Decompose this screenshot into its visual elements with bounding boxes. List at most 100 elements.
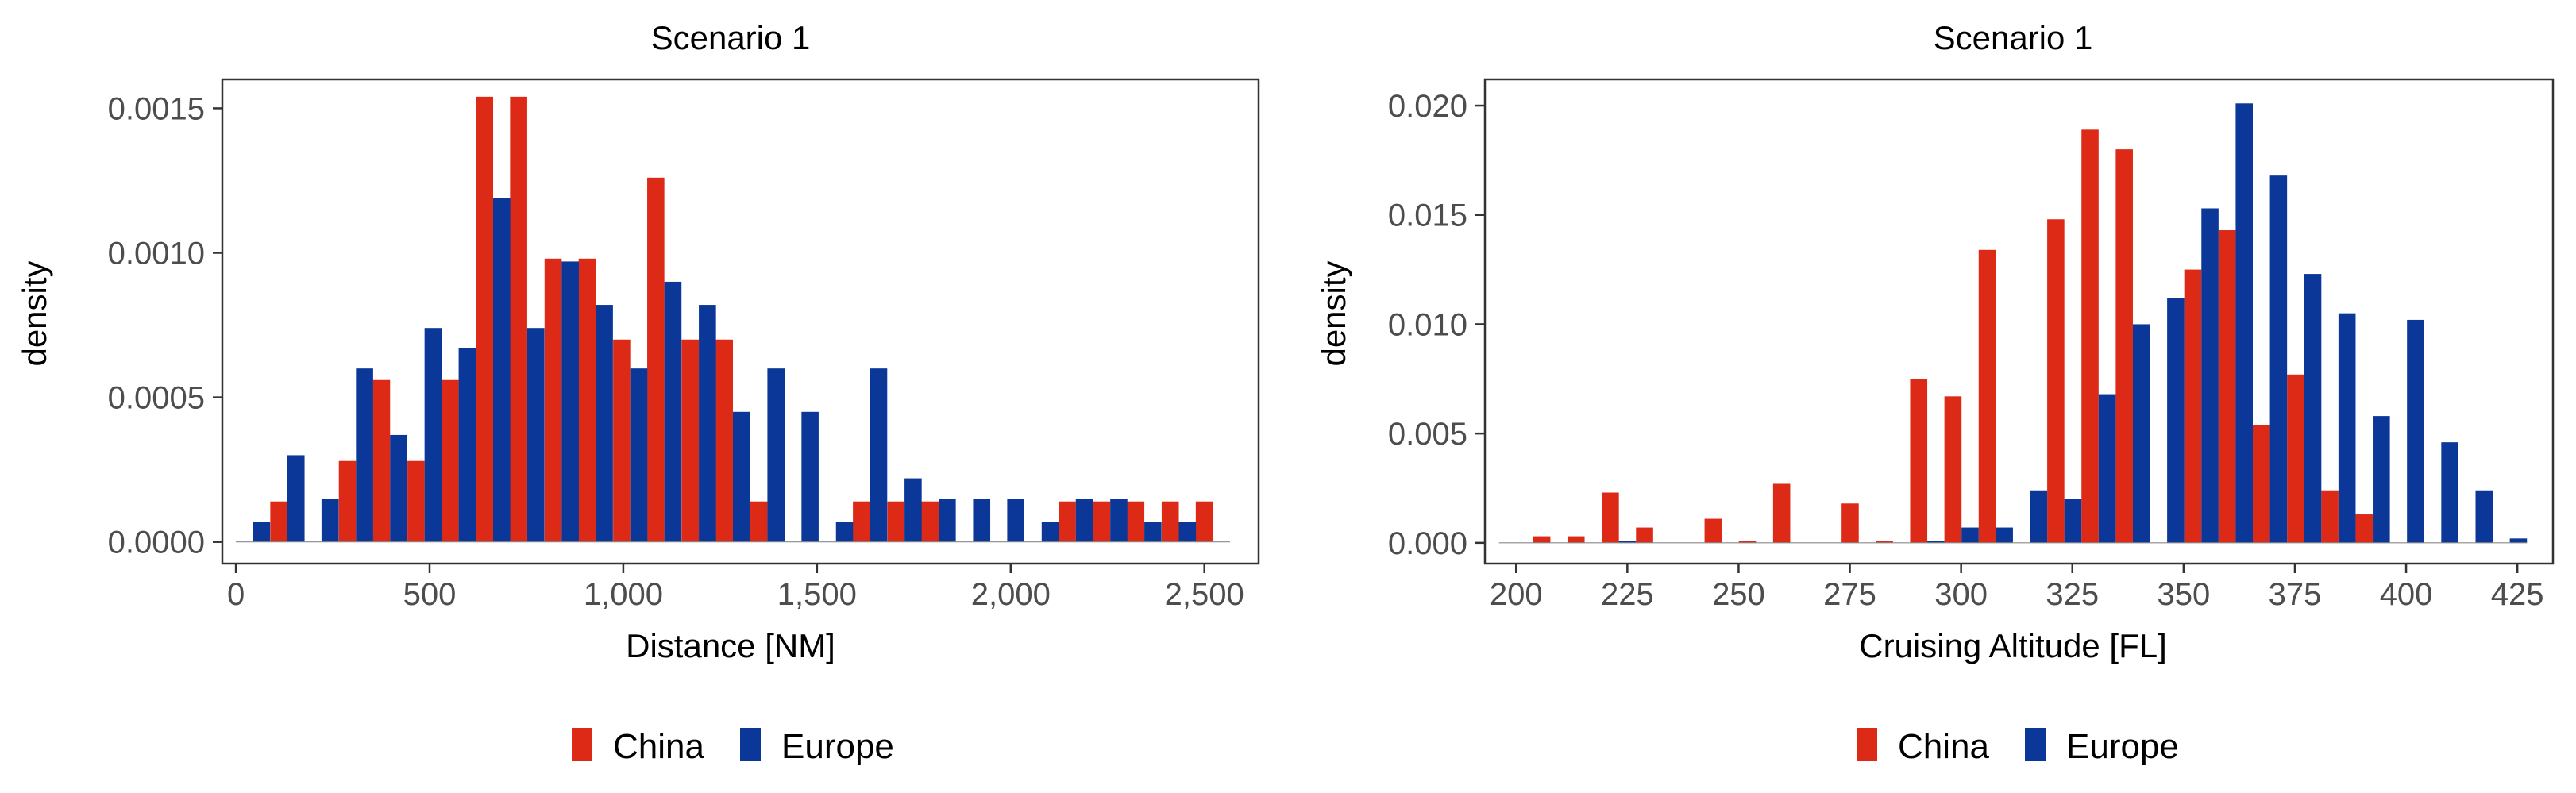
bar-europe-13 [699, 305, 716, 542]
bar-china-8 [1772, 483, 1791, 543]
legend-label-europe: Europe [2066, 727, 2179, 766]
bars [253, 96, 1213, 542]
x-tick-label: 400 [2380, 577, 2433, 612]
bar-china-22 [2253, 425, 2270, 543]
x-axis-label: Cruising Altitude [FL] [1859, 627, 2167, 664]
bar-europe-4 [390, 434, 407, 542]
bar-europe-23 [1041, 522, 1059, 542]
bar-europe-3 [356, 368, 373, 542]
bar-china-25 [2355, 514, 2374, 543]
legend-key-china [1857, 728, 1877, 761]
bar-europe-0 [253, 522, 271, 542]
bar-europe-17 [835, 522, 854, 542]
bar-europe-14 [732, 411, 750, 542]
bar-china-11 [1876, 541, 1893, 543]
legend: China Europe [572, 727, 894, 766]
bar-europe-21 [2235, 103, 2253, 543]
bar-europe-21 [973, 499, 991, 542]
y-tick-label: 0.005 [1388, 417, 1467, 452]
bar-europe-20 [2201, 208, 2219, 543]
bar-china-4 [372, 379, 391, 542]
x-tick-label: 2,000 [971, 577, 1051, 612]
bar-china-7 [476, 96, 494, 542]
bar-europe-12 [664, 281, 682, 542]
bar-europe-9 [561, 261, 579, 542]
bar-china-1 [270, 501, 287, 542]
plot-panel-border [221, 78, 1260, 565]
x-tick-label: 425 [2491, 577, 2544, 612]
legend-key-china [572, 728, 592, 761]
bar-europe-3 [1618, 541, 1637, 543]
bar-china-10 [1841, 503, 1859, 543]
bar-china-20 [2184, 269, 2202, 543]
x-tick-label: 200 [1490, 577, 1543, 612]
legend-key-europe [740, 728, 761, 761]
bar-europe-18 [2132, 324, 2150, 543]
x-axis-label: Distance [NM] [626, 627, 835, 664]
y-tick-label: 0.0015 [108, 91, 205, 126]
bar-china-25 [1093, 501, 1111, 542]
bar-europe-25 [1110, 499, 1128, 542]
bar-europe-22 [1007, 499, 1024, 542]
bar-europe-16 [2064, 499, 2082, 543]
bar-europe-24 [2338, 313, 2356, 543]
bar-europe-29 [2509, 538, 2528, 543]
bar-europe-20 [939, 499, 956, 542]
chart-title: Scenario 1 [1934, 19, 2093, 56]
y-tick-label: 0.010 [1388, 307, 1467, 342]
bar-europe-7 [493, 198, 511, 542]
bar-europe-25 [2373, 416, 2390, 543]
y-tick-label: 0.0010 [108, 237, 205, 271]
x-tick-label: 1,000 [584, 577, 663, 612]
bar-china-13 [1944, 396, 1962, 543]
bar-europe-2 [321, 499, 339, 542]
bar-china-5 [407, 460, 425, 542]
y-axis-label: density [1315, 260, 1352, 366]
bar-europe-1 [287, 455, 305, 542]
bar-china-18 [853, 501, 870, 542]
bar-china-27 [1161, 501, 1179, 542]
legend-label-china: China [1898, 727, 1989, 766]
x-tick-label: 350 [2157, 577, 2210, 612]
bar-china-28 [1195, 501, 1213, 542]
bar-china-21 [2218, 230, 2236, 543]
bar-china-26 [1127, 501, 1145, 542]
bar-china-24 [1059, 501, 1076, 542]
plot-panel-border [1483, 78, 2555, 565]
bars [1533, 103, 2528, 543]
bar-china-17 [2081, 129, 2099, 543]
bar-europe-19 [904, 478, 922, 542]
bar-europe-22 [2269, 175, 2288, 543]
bar-china-6 [442, 379, 459, 542]
bar-europe-18 [870, 368, 888, 542]
bar-china-16 [2047, 219, 2065, 543]
legend-label-china: China [613, 727, 704, 766]
y-tick-label: 0.015 [1388, 198, 1467, 233]
bar-china-15 [750, 501, 768, 542]
y-axis-label: density [16, 260, 53, 366]
bar-china-7 [1738, 541, 1757, 543]
x-tick-label: 275 [1823, 577, 1876, 612]
x-tick-label: 325 [2046, 577, 2099, 612]
bar-europe-13 [1961, 527, 1979, 543]
bar-europe-28 [2475, 490, 2493, 543]
x-tick-label: 250 [1712, 577, 1765, 612]
bar-china-9 [544, 258, 562, 542]
bar-china-6 [1704, 518, 1722, 543]
y-tick-label: 0.0000 [108, 525, 205, 560]
bar-china-12 [647, 177, 665, 542]
bar-china-20 [921, 501, 939, 542]
bar-china-3 [1602, 492, 1619, 543]
bar-europe-11 [630, 368, 648, 542]
x-tick-label: 300 [1934, 577, 1988, 612]
y-tick-label: 0.000 [1388, 526, 1467, 561]
bar-europe-5 [424, 328, 442, 542]
x-tick-label: 0 [227, 577, 245, 612]
bar-china-2 [1567, 536, 1585, 543]
bar-europe-15 [2030, 490, 2048, 543]
bar-europe-27 [2441, 442, 2458, 543]
bar-europe-23 [2304, 274, 2322, 543]
chart-cruising-altitude: Scenario 1 Cruising Altitude [FL] densit… [1315, 19, 2555, 766]
bar-china-13 [681, 339, 700, 542]
